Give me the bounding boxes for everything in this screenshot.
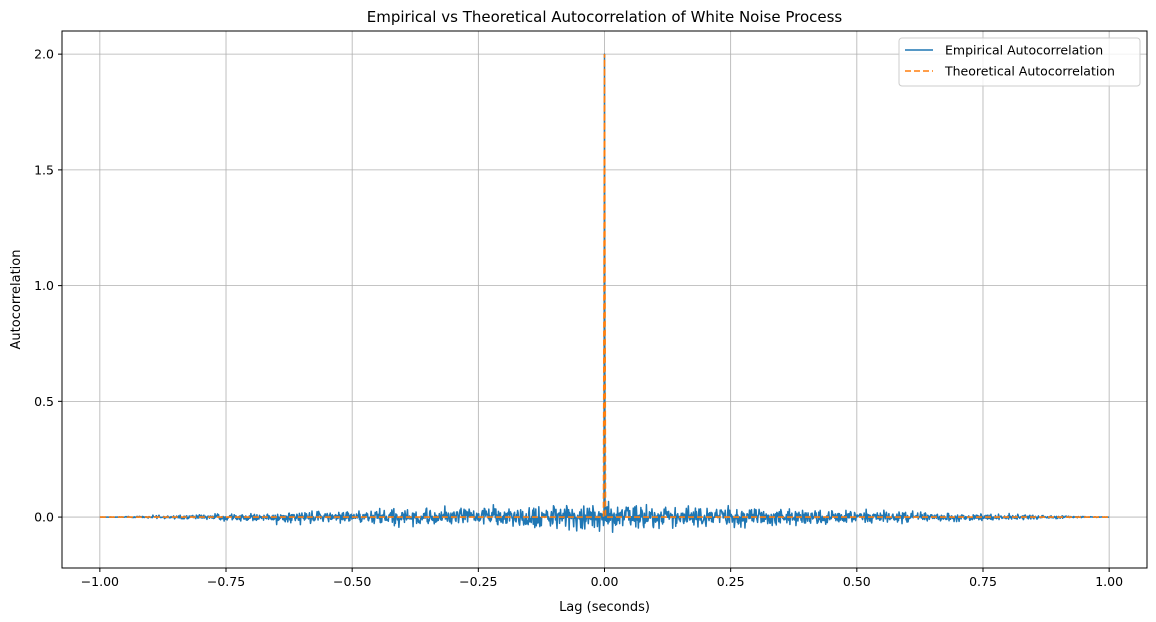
legend-box xyxy=(898,37,1141,87)
x-tick-label: −0.75 xyxy=(207,574,245,589)
y-tick-label: 0.0 xyxy=(34,510,54,525)
series-layer xyxy=(99,53,1110,534)
legend: Empirical Autocorrelation Theoretical Au… xyxy=(898,37,1141,87)
x-tick-label: 0.75 xyxy=(969,574,997,589)
x-tick-label: 0.00 xyxy=(591,574,619,589)
x-tick-label: 1.00 xyxy=(1095,574,1123,589)
y-tick-label: 1.5 xyxy=(34,162,54,177)
x-tick-label: −0.50 xyxy=(333,574,371,589)
chart-title: Empirical vs Theoretical Autocorrelation… xyxy=(367,8,843,26)
x-tick-label: 0.50 xyxy=(843,574,871,589)
x-tick-label: 0.25 xyxy=(717,574,745,589)
series-line-theoretical xyxy=(99,54,1110,518)
ticks: −1.00 −0.75 −0.50 −0.25 0.00 0.25 0.50 0.75 1.00… xyxy=(34,47,1123,589)
legend-label-theoretical: Theoretical Autocorrelation xyxy=(944,64,1115,79)
y-tick-label: 0.5 xyxy=(34,394,54,409)
x-tick-label: −1.00 xyxy=(81,574,119,589)
y-tick-label: 1.0 xyxy=(34,278,54,293)
y-axis-label: Autocorrelation xyxy=(9,250,24,350)
legend-label-empirical: Empirical Autocorrelation xyxy=(945,43,1103,58)
x-axis-label: Lag (seconds) xyxy=(559,600,650,615)
y-tick-label: 2.0 xyxy=(34,47,54,62)
x-tick-label: −0.25 xyxy=(459,574,497,589)
